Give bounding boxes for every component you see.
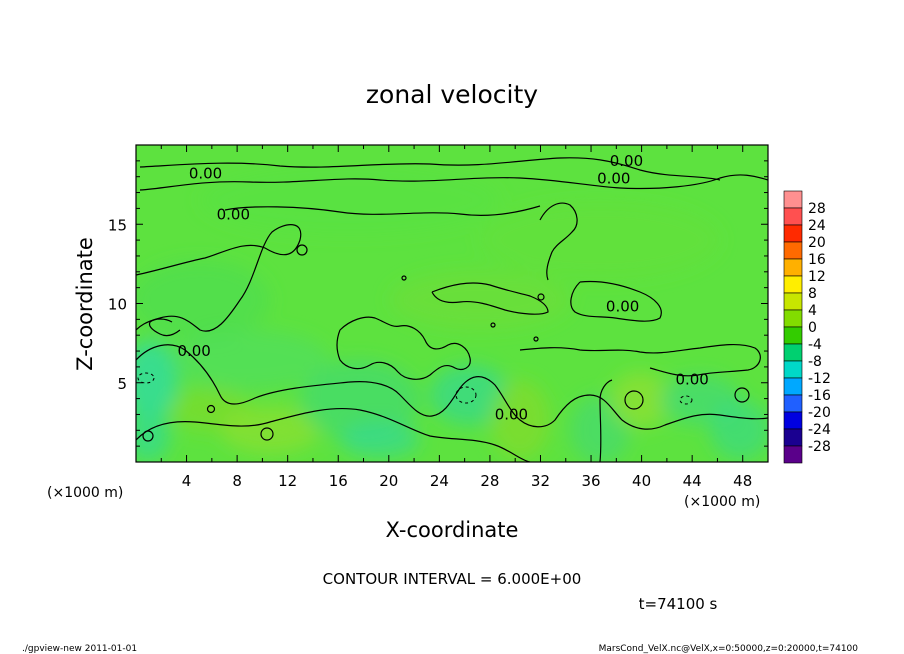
colorbar-swatch: [783, 292, 803, 311]
x-tick-label: 8: [232, 472, 242, 490]
plot-area: 0.000.000.000.000.000.000.000.00: [135, 144, 769, 463]
y-axis-label: Z-coordinate: [73, 237, 97, 371]
y-tick-label: 5: [117, 375, 127, 393]
contour-label: 0.00: [495, 405, 528, 423]
x-tick-label: 44: [683, 472, 702, 490]
x-tick-label: 16: [329, 472, 348, 490]
x-tick-label: 4: [182, 472, 192, 490]
colorbar-swatch: [783, 428, 803, 447]
negative-contours: [137, 372, 693, 405]
chart-title: zonal velocity: [366, 80, 538, 109]
colorbar-level-label: -16: [808, 388, 831, 404]
colorbar-level-label: 12: [808, 269, 826, 285]
contour-label: 0.00: [177, 342, 210, 360]
colorbar-swatch: [783, 275, 803, 294]
x-tick-label: 32: [531, 472, 550, 490]
colorbar-swatch: [783, 309, 803, 328]
colorbar-level-label: 20: [808, 235, 826, 251]
x-tick-label: 48: [733, 472, 752, 490]
colorbar-level-label: -8: [808, 354, 822, 370]
contour-interval-text: CONTOUR INTERVAL = 6.000E+00: [323, 570, 582, 588]
footer-right: MarsCond_VelX.nc@VelX,x=0:50000,z=0:2000…: [599, 644, 859, 654]
colorbar-swatch: [783, 394, 803, 413]
x-tick-label: 28: [480, 472, 499, 490]
field-shading: [136, 165, 768, 462]
x-unit-label-left: (×1000 m): [47, 485, 123, 501]
colorbar-level-label: 28: [808, 201, 826, 217]
x-tick-label: 40: [632, 472, 651, 490]
colorbar-swatch: [783, 190, 803, 209]
colorbar-level-label: -4: [808, 337, 822, 353]
contour-label: 0.00: [217, 206, 250, 224]
colorbar-swatch: [783, 326, 803, 345]
colorbar-level-label: 4: [808, 303, 817, 319]
colorbar-swatch: [783, 207, 803, 226]
time-text: t=74100 s: [639, 595, 718, 613]
colorbar-level-label: 8: [808, 286, 817, 302]
footer-left: ./gpview-new 2011-01-01: [22, 644, 137, 654]
colorbar-level-label: 24: [808, 218, 826, 234]
x-tick-label: 20: [379, 472, 398, 490]
colorbar-level-label: -28: [808, 439, 831, 455]
y-axis: 5 10 15: [108, 160, 768, 447]
y-tick-label: 10: [108, 296, 127, 314]
colorbar-swatch: [783, 360, 803, 379]
colorbar-swatch: [783, 258, 803, 277]
colorbar-level-label: 0: [808, 320, 817, 336]
colorbar-swatch: [783, 411, 803, 430]
x-unit-label-right: (×1000 m): [684, 494, 760, 510]
colorbar-level-label: -12: [808, 371, 831, 387]
x-axis-label: X-coordinate: [386, 518, 519, 542]
colorbar-level-label: -20: [808, 405, 831, 421]
contour-labels: 0.000.000.000.000.000.000.000.00: [177, 152, 708, 424]
x-tick-label: 24: [430, 472, 449, 490]
colorbar-swatch: [783, 377, 803, 396]
colorbar-swatch: [783, 241, 803, 260]
contour-label: 0.00: [189, 165, 222, 183]
y-tick-label: 15: [108, 216, 127, 234]
contour-label: 0.00: [606, 298, 639, 316]
colorbar-level-label: -24: [808, 422, 831, 438]
colorbar-swatch: [783, 445, 803, 464]
contour-label: 0.00: [675, 371, 708, 389]
colorbar-swatch: [783, 224, 803, 243]
contour-label: 0.00: [597, 169, 630, 187]
contour-lines: [136, 157, 768, 462]
colorbar-swatch: [783, 343, 803, 362]
x-tick-label: 36: [581, 472, 600, 490]
x-tick-label: 12: [278, 472, 297, 490]
contour-label: 0.00: [610, 152, 643, 170]
colorbar-level-label: 16: [808, 252, 826, 268]
x-axis: 4 8 12 16 20 24 28 32 36 40 44 48: [160, 145, 752, 490]
